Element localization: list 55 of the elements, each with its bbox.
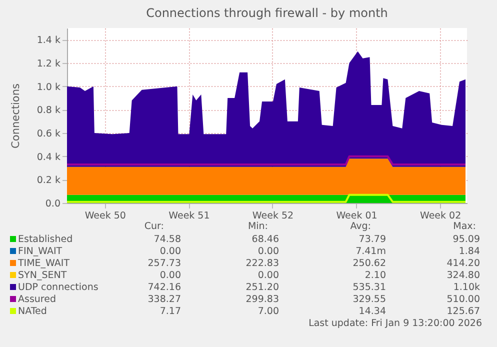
x-tick-label: Week 50 — [84, 210, 126, 222]
text: 125.67 — [446, 306, 480, 317]
text: 7.41m — [356, 246, 386, 257]
x-tick-label: Week 52 — [252, 210, 294, 222]
text: 510.00 — [446, 294, 480, 305]
y-tick-label: 0.2 k — [36, 175, 61, 186]
chart-title: Connections through firewall - by month — [146, 6, 388, 20]
text: 7.00 — [258, 306, 279, 317]
text: 2.10 — [364, 270, 386, 281]
text: 338.27 — [148, 294, 181, 305]
text: 7.17 — [160, 306, 181, 317]
text: 250.62 — [352, 258, 386, 269]
y-tick-label: 0.8 k — [36, 105, 61, 116]
text: 299.83 — [246, 294, 279, 305]
y-tick-label: 1.0 k — [36, 82, 61, 93]
text: 0.00 — [258, 270, 279, 281]
legend-label: SYN_SENT — [18, 270, 67, 281]
text: 95.09 — [452, 234, 480, 245]
text: 68.46 — [252, 234, 279, 245]
x-tick-label: Week 01 — [336, 210, 378, 222]
text: 74.58 — [154, 234, 181, 245]
text: 414.20 — [446, 258, 480, 269]
legend-label: UDP connections — [18, 282, 98, 293]
text: 1.84 — [458, 246, 480, 257]
text: 73.79 — [358, 234, 386, 245]
legend-label: FIN_WAIT — [18, 246, 62, 257]
y-tick-label: 0.6 k — [36, 128, 61, 140]
text: 222.83 — [246, 258, 279, 269]
x-tick-label: Week 51 — [168, 210, 210, 222]
text: 1.10k — [453, 282, 480, 293]
legend-label: NATed — [18, 306, 47, 317]
text: Last update: Fri Jan 9 13:20:00 2026 — [308, 318, 482, 329]
text: 329.55 — [352, 294, 386, 305]
text: 324.80 — [446, 270, 480, 281]
text: Cur: — [144, 221, 164, 232]
y-tick-label: 1.4 k — [36, 35, 61, 46]
y-tick-label: 0.4 k — [36, 152, 61, 163]
y-tick-label: 1.2 k — [36, 58, 61, 70]
text: 0.00 — [258, 246, 279, 257]
legend-label: Assured — [18, 294, 56, 305]
text: 14.34 — [358, 306, 386, 317]
text: 251.20 — [246, 282, 279, 293]
text: 742.16 — [148, 282, 181, 293]
text: Min: — [248, 221, 268, 232]
text: Max: — [453, 221, 476, 232]
y-tick-label: 0.0 — [45, 198, 60, 210]
legend-label: Established — [18, 234, 73, 245]
x-tick-label: Week 02 — [420, 210, 462, 222]
text: 0.00 — [160, 246, 181, 257]
text: 0.00 — [160, 270, 181, 281]
text: 535.31 — [352, 282, 386, 293]
legend-label: TIME_WAIT — [17, 258, 70, 269]
text: 257.73 — [148, 258, 181, 269]
text: Avg: — [350, 221, 371, 232]
y-axis-title: Connections — [10, 84, 22, 148]
